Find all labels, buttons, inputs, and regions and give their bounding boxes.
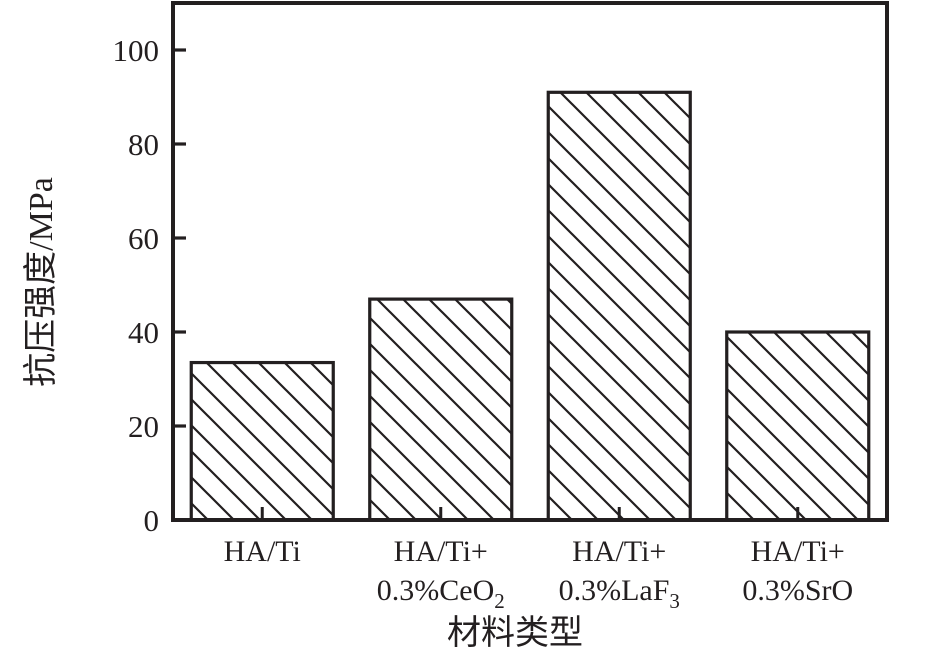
category-label-line2: 0.3%SrO [742,574,853,607]
y-tick-label: 100 [113,33,160,68]
category-label-line1: HA/Ti+ [751,535,845,568]
bar-3 [546,90,692,522]
category-label-line1: HA/Ti+ [572,535,666,568]
y-tick-label: 60 [128,221,159,256]
category-label-line2: 0.3%LaF3 [559,574,680,613]
y-tick-label: 0 [144,503,160,538]
y-axis-title: 抗压强度/MPa [23,177,60,387]
y-tick-label: 80 [128,127,159,162]
category-label-line2: 0.3%CeO2 [377,574,505,613]
bar-4 [725,330,871,522]
x-axis-title: 材料类型 [447,615,583,652]
category-label-line1: HA/Ti+ [394,535,488,568]
y-tick-label: 20 [128,409,159,444]
bar-2 [368,297,514,522]
category-label-line1: HA/Ti [224,535,301,568]
bar-1 [189,360,335,522]
y-tick-label: 40 [128,315,159,350]
plot-frame [171,1,889,522]
